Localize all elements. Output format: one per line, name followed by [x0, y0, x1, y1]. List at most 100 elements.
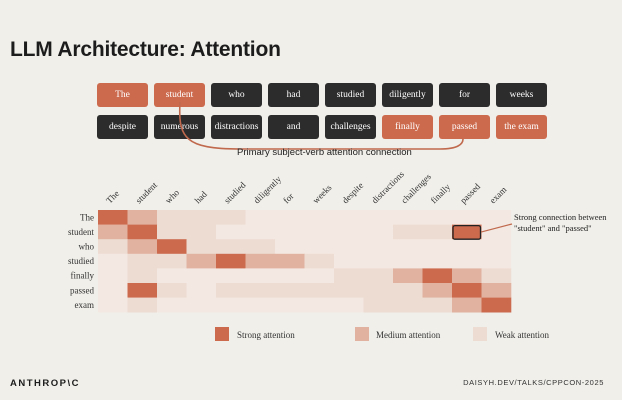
heatmap-cell-exam-student: [127, 297, 158, 313]
heatmap-cell-finally-who: [157, 268, 187, 284]
heatmap-col-label-for: for: [281, 191, 295, 205]
token-had: had: [268, 83, 319, 107]
annotation-pointer-line: [481, 223, 513, 233]
heatmap-cell-finally-diligently: [245, 268, 276, 284]
heatmap-cell-passed-for: [275, 283, 305, 298]
heatmap-cell-passed-weeks: [304, 283, 335, 298]
heatmap-cell-student-challenges: [393, 224, 423, 240]
heatmap-cell-who-finally: [422, 239, 453, 255]
heatmap-cell-studied-challenges: [393, 253, 423, 269]
heatmap-cell-The-despite: [334, 210, 364, 225]
heatmap-cell-passed-passed: [452, 283, 482, 298]
heatmap-cell-finally-The: [98, 268, 128, 284]
heatmap-cell-finally-weeks: [304, 268, 335, 284]
token-the-exam: the exam: [496, 115, 547, 139]
heatmap-col-label-weeks: weeks: [311, 182, 334, 205]
heatmap-row-label-finally: finally: [71, 271, 95, 281]
connection-caption: Primary subject-verb attention connectio…: [237, 147, 412, 158]
token-challenges: challenges: [325, 115, 376, 139]
heatmap-cell-studied-exam: [481, 253, 512, 269]
heatmap-col-label-exam: exam: [488, 185, 509, 206]
heatmap-cell-who-diligently: [245, 239, 276, 255]
heatmap-cell-finally-student: [127, 268, 158, 284]
heatmap-cell-finally-for: [275, 268, 305, 284]
heatmap-cell-who-for: [275, 239, 305, 255]
heatmap-cell-The-The: [98, 210, 128, 225]
heatmap-cell-who-challenges: [393, 239, 423, 255]
token-diligently: diligently: [382, 83, 433, 107]
heatmap-cell-passed-studied: [216, 283, 246, 298]
heatmap-cell-The-exam: [481, 210, 512, 225]
heatmap-cell-passed-who: [157, 283, 187, 298]
anthropic-logo: ANTHROP\C: [10, 378, 80, 389]
heatmap-cell-passed-diligently: [245, 283, 276, 298]
heatmap-cell-student-who: [157, 224, 187, 240]
heatmap-cell-who-The: [98, 239, 128, 255]
heatmap-cell-studied-distractions: [363, 253, 394, 269]
token-despite: despite: [97, 115, 148, 139]
slide-title: LLM Architecture: Attention: [10, 38, 281, 61]
heatmap-cell-studied-who: [157, 253, 187, 269]
heatmap-cell-finally-distractions: [363, 268, 394, 284]
token-distractions: distractions: [211, 115, 262, 139]
heatmap-cell-finally-studied: [216, 268, 246, 284]
heatmap-cell-finally-exam: [481, 268, 512, 284]
heatmap-cell-student-diligently: [245, 224, 276, 240]
heatmap-row-label-studied: studied: [68, 256, 94, 266]
heatmap-col-label-finally: finally: [429, 181, 453, 205]
heatmap-cell-exam-passed: [452, 297, 482, 313]
heatmap-cell-studied-student: [127, 253, 158, 269]
legend-swatch-medium: [355, 327, 369, 341]
heatmap-row-label-passed: passed: [70, 285, 94, 295]
heatmap-col-label-had: had: [193, 189, 210, 206]
heatmap-col-label-passed: passed: [458, 181, 482, 205]
heatmap-cell-exam-for: [275, 297, 305, 313]
heatmap-row-label-The: The: [80, 212, 94, 222]
heatmap-cell-who-distractions: [363, 239, 394, 255]
heatmap-cell-who-who: [157, 239, 187, 255]
heatmap-cell-finally-had: [186, 268, 217, 284]
heatmap-cell-who-weeks: [304, 239, 335, 255]
heatmap-cell-exam-had: [186, 297, 217, 313]
heatmap-cell-The-distractions: [363, 210, 394, 225]
heatmap-cell-studied-studied: [216, 253, 246, 269]
heatmap-cell-passed-distractions: [363, 283, 394, 298]
heatmap-cell-passed-exam: [481, 283, 512, 298]
heatmap-cell-exam-exam: [481, 297, 512, 313]
heatmap-row-label-who: who: [79, 242, 95, 252]
heatmap-cell-studied-had: [186, 253, 217, 269]
heatmap-col-label-who: who: [163, 187, 181, 205]
heatmap-row-label-student: student: [68, 227, 94, 237]
heatmap-cell-student-passed: [452, 224, 482, 240]
heatmap-cell-finally-despite: [334, 268, 364, 284]
talk-url[interactable]: DAISYH.DEV/TALKS/CPPCON-2025: [463, 378, 604, 387]
heatmap-cell-studied-passed: [452, 253, 482, 269]
heatmap-cell-passed-finally: [422, 283, 453, 298]
token-studied: studied: [325, 83, 376, 107]
heatmap-cell-The-studied: [216, 210, 246, 225]
heatmap-cell-who-student: [127, 239, 158, 255]
token-for: for: [439, 83, 490, 107]
heatmap-cell-exam-who: [157, 297, 187, 313]
heatmap-cell-finally-passed: [452, 268, 482, 284]
heatmap-cell-student-weeks: [304, 224, 335, 240]
heatmap-cell-studied-weeks: [304, 253, 335, 269]
heatmap-cell-exam-challenges: [393, 297, 423, 313]
heatmap-cell-studied-finally: [422, 253, 453, 269]
heatmap-col-label-The: The: [104, 188, 121, 205]
heatmap-cell-The-weeks: [304, 210, 335, 225]
heatmap-cell-finally-finally: [422, 268, 453, 284]
heatmap-row-label-exam: exam: [75, 300, 95, 310]
token-passed: passed: [439, 115, 490, 139]
heatmap-cell-student-distractions: [363, 224, 394, 240]
heatmap-cell-passed-student: [127, 283, 158, 298]
connector-arc: [178, 101, 464, 150]
heatmap-cell-finally-challenges: [393, 268, 423, 284]
token-and: and: [268, 115, 319, 139]
heatmap-col-label-despite: despite: [340, 180, 365, 205]
heatmap-cell-student-for: [275, 224, 305, 240]
heatmap-col-label-student: student: [134, 180, 160, 206]
legend-swatch-weak: [473, 327, 487, 341]
